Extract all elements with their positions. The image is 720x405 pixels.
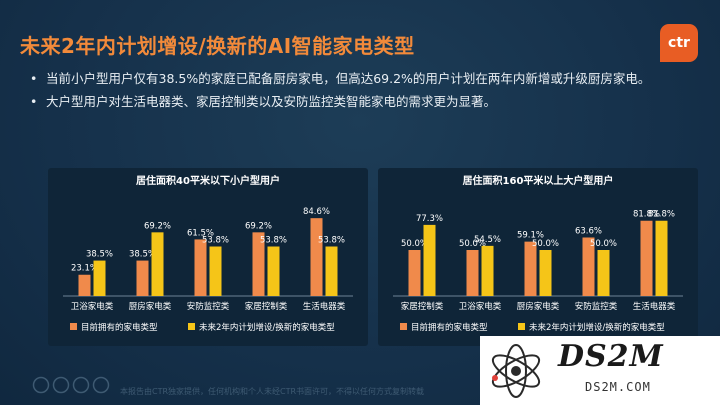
legend-swatch [518,323,525,330]
atom-logo-icon [491,344,541,398]
bar-future [209,246,222,296]
bullet-list: 当前小户型用户仅有38.5%的家庭已配备厨房家电，但高达69.2%的用户计划在两… [28,70,698,116]
category-label: 厨房家电类 [517,301,560,312]
legend-label: 未来2年内计划增设/换新的家电类型 [529,322,665,333]
data-label: 38.5% [129,250,156,260]
chart-small-apartment: 居住面积40平米以下小户型用户 23.1% 38.5% 卫浴家电类 38.5% 69.2%… [63,174,353,333]
bar-future [539,250,552,296]
ctr-logo: ctr [660,24,698,62]
bar-future [655,220,668,296]
category-label: 家居控制类 [245,301,288,312]
data-label: 23.1% [71,264,98,274]
bullet-item: 大户型用户对生活电器类、家居控制类以及安防监控类智能家电的需求更为显著。 [28,93,698,110]
bar-current [194,239,207,296]
data-label: 81.8% [648,210,675,220]
category-label: 生活电器类 [303,301,346,312]
data-label: 61.5% [187,228,214,238]
chart-title: 居住面积160平米以上大户型用户 [463,174,614,187]
category-label: 卫浴家电类 [459,301,502,312]
bar-current [524,241,537,296]
bar-current [466,250,479,296]
category-label: 家居控制类 [401,301,444,312]
data-label: 84.6% [303,207,330,217]
data-label: 53.8% [260,236,287,246]
legend-label: 目前拥有的家电类型 [81,322,158,333]
bar-current [640,220,653,296]
data-label: 63.6% [575,226,602,236]
watermark-logo-url: DS2M.COM [585,380,651,394]
data-label: 53.8% [202,236,229,246]
bar-current [78,274,91,296]
category-label: 安防监控类 [575,301,618,312]
certification-seals-icon [32,376,110,394]
bar-future [325,246,338,296]
bar-future [93,260,106,296]
data-label: 53.8% [318,236,345,246]
bar-future [423,224,436,296]
bar-current [582,237,595,296]
data-label: 38.5% [86,250,113,260]
watermark-logo-text: DS2M [558,339,664,374]
category-label: 厨房家电类 [129,301,172,312]
bar-current [310,218,323,296]
data-label: 77.3% [416,214,443,224]
bar-future [481,245,494,296]
chart-title: 居住面积40平米以下小户型用户 [136,174,280,187]
category-label: 安防监控类 [187,301,230,312]
legend-label: 未来2年内计划增设/换新的家电类型 [199,322,335,333]
bar-future [267,246,280,296]
bar-future [597,250,610,296]
category-label: 生活电器类 [633,301,676,312]
legend-swatch [188,323,195,330]
chart-large-apartment: 居住面积160平米以上大户型用户50.0%77.3%家居控制类50.0%54.5… [393,174,683,333]
bar-future [151,232,164,296]
bar-current [136,260,149,296]
data-label: 59.1% [517,231,544,241]
bullet-item: 当前小户型用户仅有38.5%的家庭已配备厨房家电，但高达69.2%的用户计划在两… [28,70,698,87]
data-label: 50.0% [459,239,486,249]
data-label: 69.2% [144,221,171,231]
data-label: 50.0% [401,239,428,249]
bar-current [408,250,421,296]
data-label: 50.0% [590,239,617,249]
data-label: 81.8% [633,210,660,220]
bar-current [252,232,265,296]
legend-swatch [70,323,77,330]
data-label: 69.2% [245,221,272,231]
data-label: 50.0% [532,239,559,249]
category-label: 卫浴家电类 [71,301,114,312]
data-label: 54.5% [474,235,501,245]
page-title: 未来2年内计划增设/换新的AI智能家电类型 [20,34,415,58]
legend-swatch [400,323,407,330]
legend-label: 目前拥有的家电类型 [411,322,488,333]
footnote: 本报告由CTR独家提供，任何机构和个人未经CTR书面许可，不得以任何方式复制转载 [120,387,425,396]
